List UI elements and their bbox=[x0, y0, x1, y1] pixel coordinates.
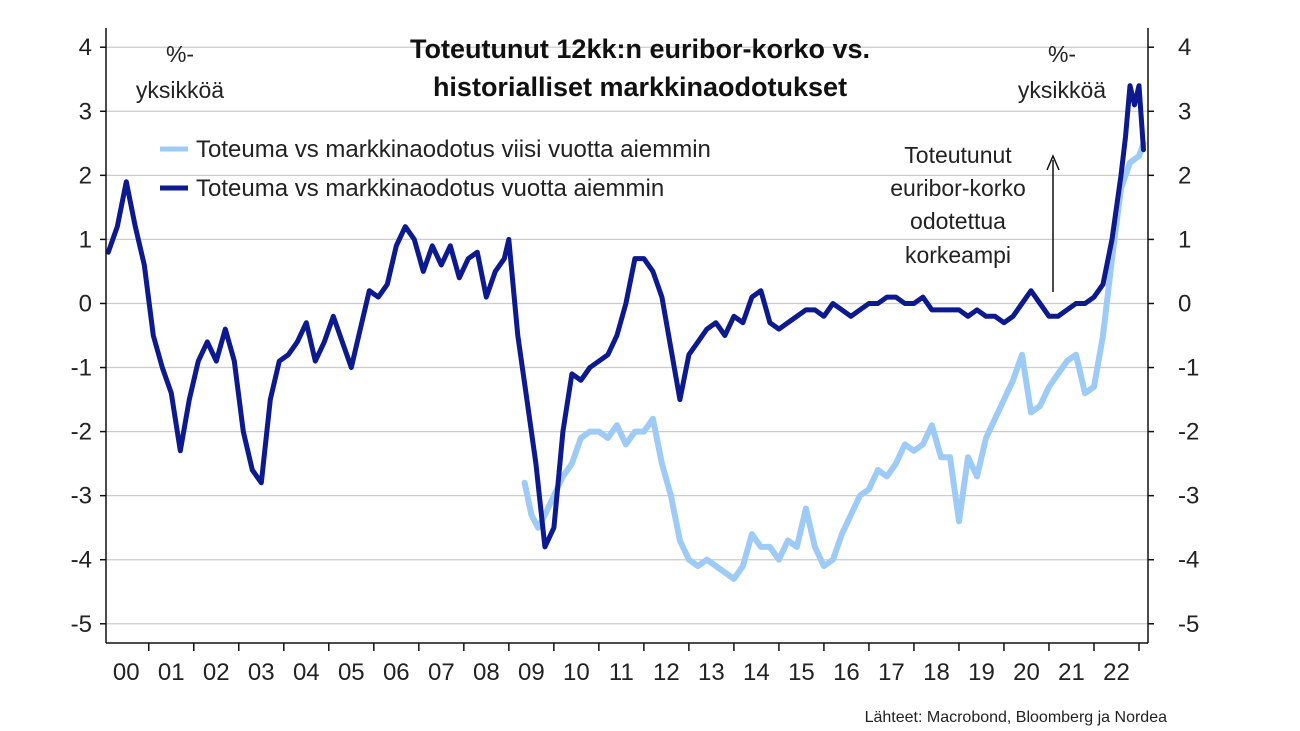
x-tick-label: 03 bbox=[248, 659, 275, 686]
y-tick-label-left: -5 bbox=[71, 611, 92, 638]
x-tick-label: 11 bbox=[609, 659, 634, 686]
y-tick-label-left: -2 bbox=[71, 419, 92, 446]
y-tick-label-right: -5 bbox=[1178, 611, 1199, 638]
x-tick-label: 08 bbox=[473, 659, 500, 686]
y-tick-label-left: -4 bbox=[71, 547, 92, 574]
y-tick-label-right: -4 bbox=[1178, 547, 1199, 574]
y-tick-label-left: 3 bbox=[79, 98, 92, 125]
x-tick-label: 14 bbox=[743, 659, 770, 686]
y-tick-label-left: -3 bbox=[71, 483, 92, 510]
x-tick-label: 22 bbox=[1103, 659, 1130, 686]
y-tick-label-right: -2 bbox=[1178, 419, 1199, 446]
x-tick-label: 05 bbox=[338, 659, 365, 686]
right-unit-line-1: %- bbox=[1048, 41, 1076, 67]
x-tick-label: 02 bbox=[203, 659, 230, 686]
y-tick-label-right: -3 bbox=[1178, 483, 1199, 510]
x-tick-label: 18 bbox=[923, 659, 950, 686]
legend-label-one-year: Toteuma vs markkinaodotus vuotta aiemmin bbox=[196, 175, 664, 202]
tick-labels: 4 43 32 21 10 0-1 -1-2 -2-3 -3-4 -4-5 -500 01 02 03 04… bbox=[71, 34, 1200, 686]
y-tick-label-left: 0 bbox=[79, 290, 92, 317]
x-tick-label: 15 bbox=[788, 659, 815, 686]
x-tick-label: 21 bbox=[1058, 659, 1085, 686]
y-tick-label-right: 2 bbox=[1178, 162, 1191, 189]
x-tick-label: 13 bbox=[698, 659, 725, 686]
x-tick-label: 09 bbox=[518, 659, 545, 686]
annotation-line-1: Toteutunut bbox=[904, 142, 1012, 168]
y-tick-label-right: 1 bbox=[1178, 226, 1191, 253]
y-tick-label-left: 2 bbox=[79, 162, 92, 189]
legend: Toteuma vs markkinaodotus viisi vuotta a… bbox=[160, 136, 711, 202]
x-tick-label: 10 bbox=[563, 659, 590, 686]
left-unit-line-1: %- bbox=[166, 41, 194, 67]
annotation: Toteutunut euribor-korko odotettua korke… bbox=[890, 142, 1060, 292]
x-tick-label: 20 bbox=[1013, 659, 1040, 686]
y-tick-label-right: 4 bbox=[1178, 34, 1191, 61]
series-lines bbox=[105, 83, 1147, 582]
x-tick-label: 01 bbox=[158, 659, 185, 686]
grid-lines bbox=[106, 46, 1148, 625]
y-tick-label-right: 3 bbox=[1178, 98, 1191, 125]
annotation-line-2: euribor-korko bbox=[890, 175, 1026, 201]
x-tick-label: 12 bbox=[653, 659, 680, 686]
y-tick-label-left: 1 bbox=[79, 226, 92, 253]
x-tick-label: 16 bbox=[833, 659, 860, 686]
chart-title-line-1: Toteutunut 12kk:n euribor-korko vs. bbox=[410, 34, 870, 64]
legend-label-five-year: Toteuma vs markkinaodotus viisi vuotta a… bbox=[196, 136, 711, 163]
axes bbox=[100, 28, 1154, 651]
source-note: Lähteet: Macrobond, Bloomberg ja Nordea bbox=[865, 709, 1168, 726]
y-tick-label-right: 0 bbox=[1178, 290, 1191, 317]
x-tick-label: 07 bbox=[428, 659, 455, 686]
annotation-arrow-head-icon bbox=[1046, 154, 1060, 171]
x-tick-label: 19 bbox=[968, 659, 995, 686]
y-tick-label-left: -1 bbox=[71, 355, 92, 382]
series-line-one-year bbox=[105, 83, 1146, 550]
x-tick-label: 06 bbox=[383, 659, 410, 686]
x-tick-label: 00 bbox=[113, 659, 140, 686]
y-tick-label-left: 4 bbox=[79, 34, 92, 61]
x-tick-label: 04 bbox=[293, 659, 320, 686]
y-tick-label-right: -1 bbox=[1178, 355, 1199, 382]
left-unit-line-2: yksikköä bbox=[136, 77, 224, 103]
chart-title-line-2: historialliset markkinaodotukset bbox=[433, 72, 847, 102]
annotation-line-4: korkeampi bbox=[905, 242, 1011, 268]
annotation-line-3: odotettua bbox=[910, 208, 1006, 234]
right-unit-line-2: yksikköä bbox=[1018, 77, 1106, 103]
series-line-five-year bbox=[521, 140, 1147, 582]
x-tick-label: 17 bbox=[878, 659, 905, 686]
